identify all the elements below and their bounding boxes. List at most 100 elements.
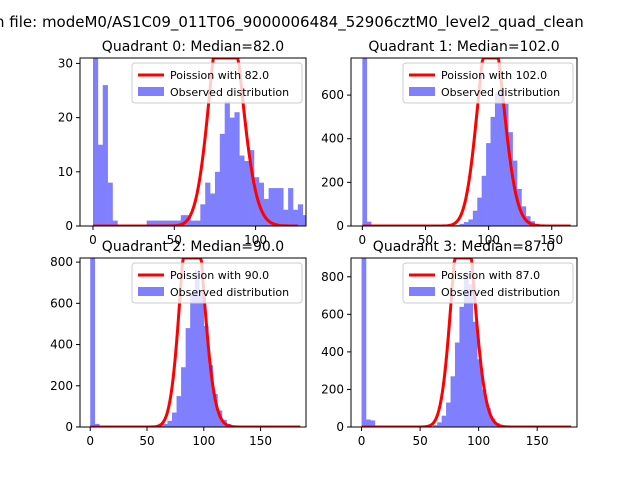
x-tick-label: 0 <box>359 233 367 247</box>
histogram-bar <box>494 92 500 226</box>
legend-patch-swatch <box>138 87 164 96</box>
y-tick-label: 600 <box>321 88 344 102</box>
histogram-bar <box>107 182 113 226</box>
y-tick-label: 10 <box>58 165 73 179</box>
histogram-bar <box>370 420 376 427</box>
subplot-3: 0 50 100 150 0 200 400 600 800 Quadrant 3: Median… <box>321 239 578 448</box>
histogram-bar <box>194 270 200 427</box>
histogram-bar <box>190 220 196 226</box>
axes-frame <box>350 257 578 428</box>
legend-label-poisson: Poission with 102.0 <box>441 69 547 82</box>
y-tick-label: 400 <box>321 345 344 359</box>
legend-label-observed: Observed distribution <box>170 286 289 299</box>
histogram-bar <box>180 215 186 226</box>
histogram-bar <box>171 220 177 226</box>
axes-frame <box>350 57 578 227</box>
histogram-bar <box>146 220 152 226</box>
histogram-bar <box>490 116 496 226</box>
legend-box <box>402 62 574 104</box>
histogram-bar <box>181 367 186 427</box>
histogram-bar <box>302 215 306 226</box>
histogram-bar <box>454 342 460 427</box>
histogram-bar <box>162 423 168 427</box>
histogram-bar <box>464 222 469 226</box>
subplot-0: 0 50 100 0 10 20 30 Quadrant 0: Median=82.0 Pois… <box>58 39 307 247</box>
subplot-2: 0 50 100 150 0 200 400 600 800 Quadrant 2: Median… <box>50 239 307 448</box>
subplot-title: Quadrant 1: Median=102.0 <box>368 39 559 55</box>
legend-label-observed: Observed distribution <box>170 86 289 99</box>
histogram-bar <box>239 155 245 226</box>
plot-content <box>361 258 572 427</box>
histogram-bar <box>463 273 469 427</box>
y-tick-label: 20 <box>58 111 73 125</box>
histogram-bar <box>486 408 491 427</box>
histogram-bar <box>297 204 304 226</box>
legend: Poission with 90.0 Observed distribution <box>131 262 303 304</box>
histogram-bar <box>508 132 513 226</box>
x-tick-label: 0 <box>86 434 94 448</box>
histogram-bar <box>468 219 474 226</box>
histogram-bar <box>175 220 182 226</box>
y-tick-label: 400 <box>321 132 344 146</box>
legend-box <box>402 262 574 304</box>
histogram-bar <box>292 209 299 226</box>
histogram-bar <box>490 418 496 427</box>
histogram-bar <box>224 101 230 226</box>
x-tick-label: 150 <box>526 434 549 448</box>
y-tick-label: 600 <box>50 296 73 310</box>
y-tick-label: 0 <box>336 420 344 434</box>
histogram-bar <box>258 182 265 226</box>
y-tick-label: 0 <box>65 219 73 233</box>
x-tick-label: 50 <box>167 233 182 247</box>
histogram-bar <box>203 326 209 427</box>
x-tick-label: 150 <box>540 233 563 247</box>
histogram-bar <box>278 188 284 226</box>
histogram-bar <box>166 220 172 226</box>
x-tick-label: 100 <box>244 233 267 247</box>
y-tick-label: 200 <box>50 379 73 393</box>
legend-box <box>131 262 303 304</box>
histogram-bar <box>472 321 478 427</box>
histogram-bar <box>481 175 487 226</box>
histogram-bar <box>362 58 368 226</box>
histogram-bar <box>459 306 465 427</box>
histogram-bar <box>366 221 372 226</box>
histogram-bar <box>185 328 191 427</box>
plot-content <box>93 58 306 226</box>
histogram-bar <box>288 188 294 226</box>
histogram-bar <box>200 204 206 226</box>
x-tick-label: 100 <box>192 434 215 448</box>
axes-frame <box>79 57 307 227</box>
histogram-bar <box>94 423 100 427</box>
poisson-curve <box>362 58 571 226</box>
legend-label-poisson: Poission with 87.0 <box>441 269 540 282</box>
histogram-bar <box>441 415 447 427</box>
histogram-bar <box>459 223 465 226</box>
histogram-bar <box>171 412 177 427</box>
histogram-bar <box>361 258 367 427</box>
histogram-bar <box>477 197 482 226</box>
histogram-bar <box>468 284 474 427</box>
y-tick-label: 600 <box>321 307 344 321</box>
figure-suptitle: n file: modeM0/AS1C09_011T06_9000006484_… <box>0 13 584 32</box>
legend-label-observed: Observed distribution <box>441 286 560 299</box>
x-tick-label: 100 <box>467 434 490 448</box>
histogram-bar <box>90 258 96 427</box>
histogram-bar <box>486 143 491 226</box>
legend-patch-swatch <box>409 287 435 296</box>
histogram-bar <box>273 188 279 226</box>
histogram-bar <box>190 293 196 427</box>
histogram-bar <box>446 402 451 427</box>
histogram-bar <box>208 365 214 427</box>
histogram-bar <box>214 171 221 226</box>
histogram-bar <box>195 220 201 226</box>
subplot-1: 0 50 100 150 0 200 400 600 Quadrant 1: Median=10… <box>321 39 578 247</box>
legend-label-poisson: Poission with 90.0 <box>170 269 269 282</box>
histogram-bar <box>499 88 505 226</box>
y-tick-label: 200 <box>321 382 344 396</box>
histogram-bar <box>229 117 235 226</box>
histogram-bar <box>283 209 289 226</box>
histogram-bar <box>212 394 218 427</box>
histogram-bar <box>161 220 167 226</box>
